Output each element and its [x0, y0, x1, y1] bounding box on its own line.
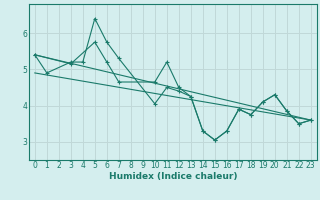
X-axis label: Humidex (Indice chaleur): Humidex (Indice chaleur) — [108, 172, 237, 181]
